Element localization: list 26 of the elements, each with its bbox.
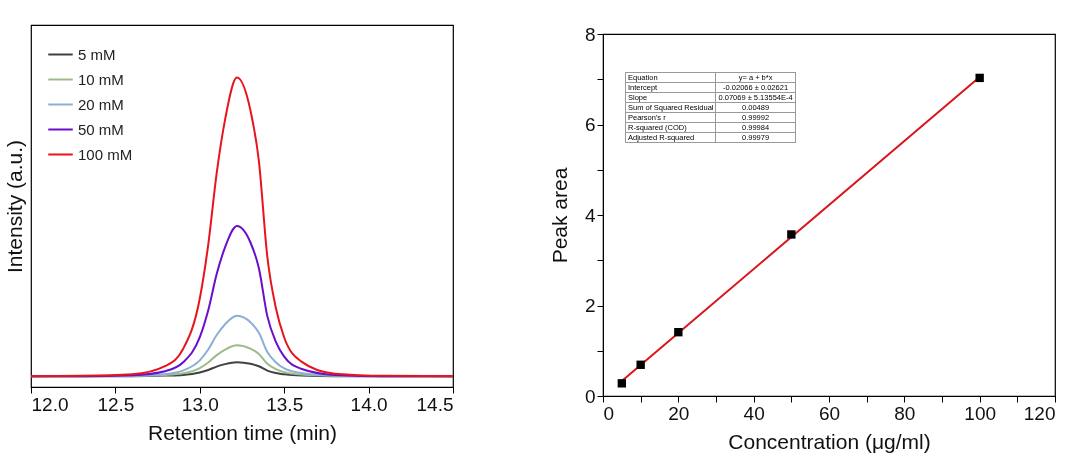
y-tick-label: 8 <box>584 23 596 45</box>
x-tick-label: 14.5 <box>416 393 454 415</box>
x-tick-label: 20 <box>668 402 690 424</box>
x-tick-label: 40 <box>743 402 765 424</box>
x-axis-title: Concentration (μg/ml) <box>728 429 931 453</box>
x-tick-label: 12.5 <box>97 393 135 415</box>
x-tick-label: 12.0 <box>31 393 69 415</box>
x-tick-label: 14.0 <box>350 393 388 415</box>
x-tick-label: 120 <box>1023 402 1056 424</box>
y-tick-label: 2 <box>584 295 596 316</box>
y-axis-title: Intensity (a.u.) <box>2 139 26 274</box>
x-tick-label: 13.0 <box>181 393 219 415</box>
legend-label: 100 mM <box>78 145 133 163</box>
y-tick-label: 4 <box>584 204 596 226</box>
legend-label: 20 mM <box>78 95 124 113</box>
legend-label: 50 mM <box>78 120 124 138</box>
legend-label: 10 mM <box>78 70 124 88</box>
x-tick-label: 80 <box>894 402 916 424</box>
legend-label: 5 mM <box>78 45 116 63</box>
x-tick-label: 0 <box>603 402 615 424</box>
x-tick-label: 13.5 <box>266 393 304 415</box>
x-axis-title: Retention time (min) <box>147 420 338 444</box>
y-tick-label: 6 <box>584 114 596 135</box>
x-tick-label: 100 <box>964 402 997 424</box>
x-tick-label: 60 <box>818 402 841 424</box>
y-axis-title: Peak area <box>547 167 571 264</box>
